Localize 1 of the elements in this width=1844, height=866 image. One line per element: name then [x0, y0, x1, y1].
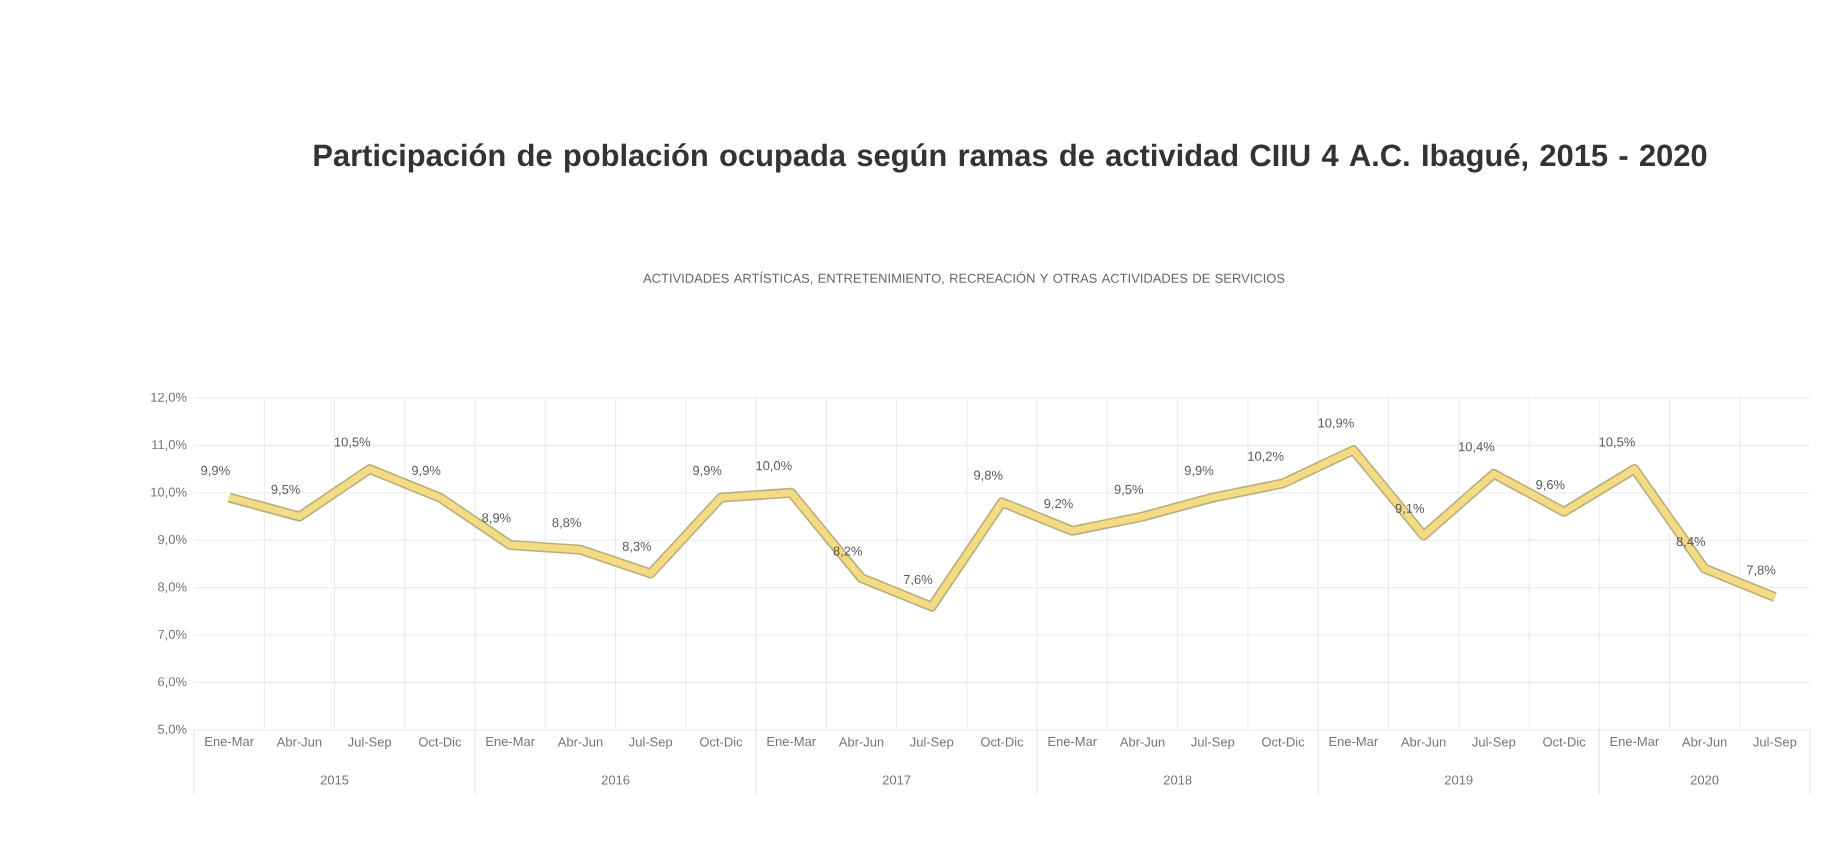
chart-title: Participación de población ocupada según ramas de actividad CIIU 4 A.C. Ibagué, 2015 - 2020 [314, 143, 1707, 173]
